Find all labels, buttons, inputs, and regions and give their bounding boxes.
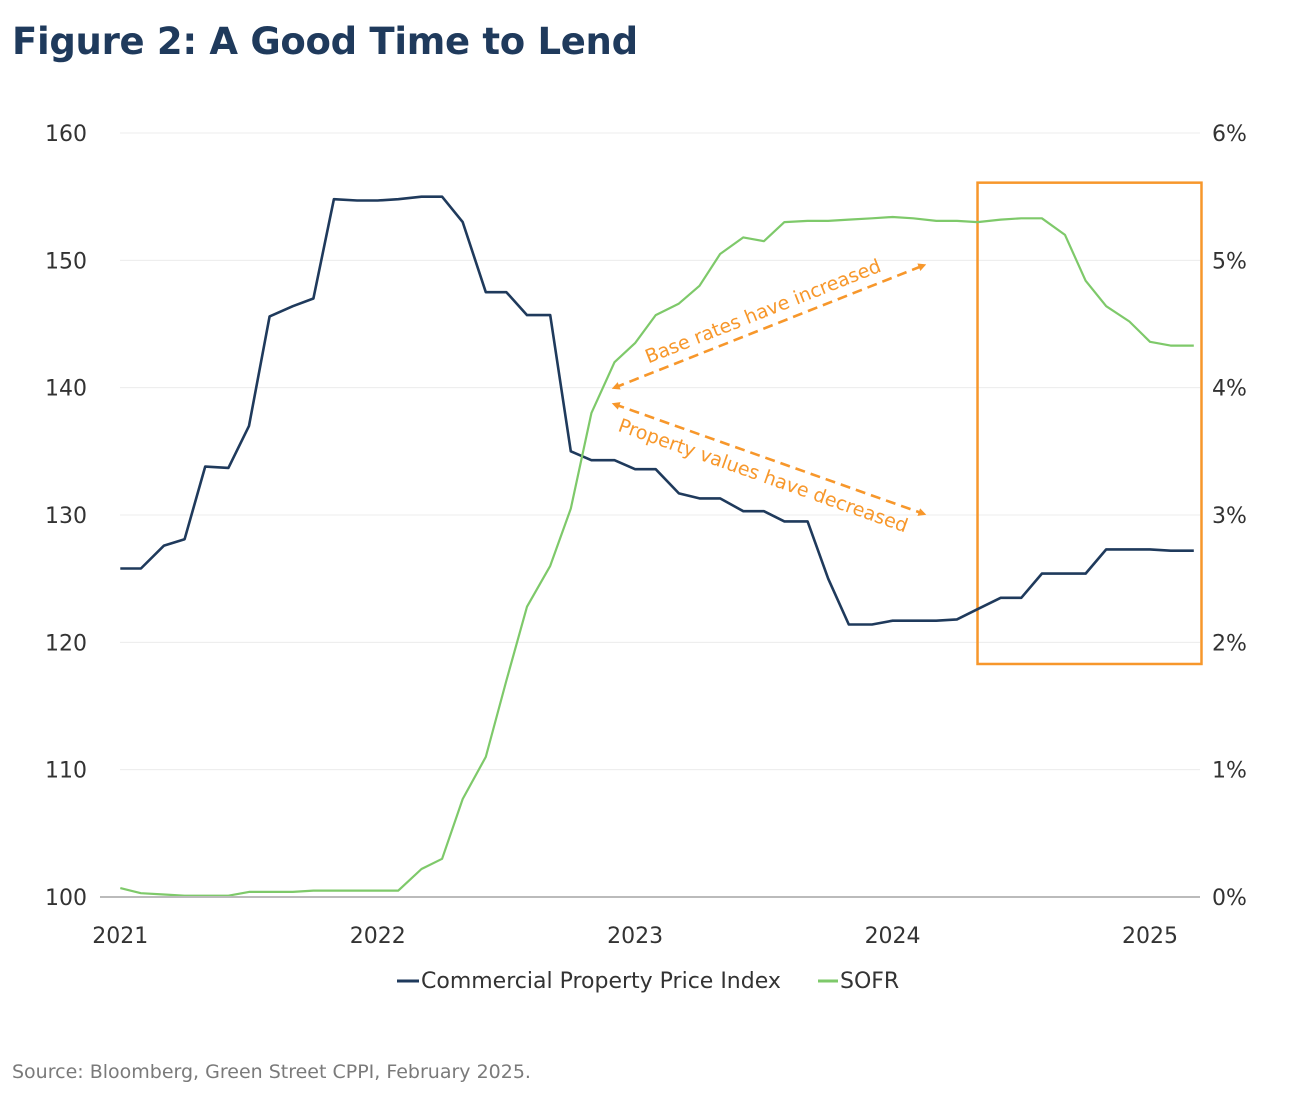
left-tick-label-160: 160 xyxy=(45,122,87,147)
axes: 100 110 120 130 140 150 160 0% 1% 2% 3% 4% 5% 6% 2021 2… xyxy=(45,122,1247,949)
chart-title: Figure 2: A Good Time to Lend xyxy=(12,20,638,63)
right-tick-label-2: 2% xyxy=(1212,631,1247,656)
right-tick-label-1: 1% xyxy=(1212,759,1247,784)
highlight-box xyxy=(976,181,1203,666)
cppi-line xyxy=(120,195,1194,626)
left-tick-label-100: 100 xyxy=(45,886,87,911)
gridlines xyxy=(120,132,1200,771)
x-tick-label-2024: 2024 xyxy=(865,924,921,949)
left-tick-label-130: 130 xyxy=(45,504,87,529)
sofr-line xyxy=(120,215,1194,897)
annotation-layer: Base rates have increased Property values… xyxy=(611,255,927,538)
legend: Commercial Property Price Index SOFR xyxy=(397,969,899,994)
left-tick-label-140: 140 xyxy=(45,377,87,402)
rates-annotation-label: Base rates have increased xyxy=(642,255,884,368)
rates-arrow xyxy=(611,263,927,390)
chart: Base rates have increased Property values… xyxy=(45,122,1247,994)
x-tick-label-2021: 2021 xyxy=(92,924,148,949)
x-tick-label-2025: 2025 xyxy=(1122,924,1178,949)
legend-label-cppi: Commercial Property Price Index xyxy=(421,969,781,994)
x-tick-label-2023: 2023 xyxy=(607,924,663,949)
right-tick-label-4: 4% xyxy=(1212,377,1247,402)
left-tick-label-150: 150 xyxy=(45,249,87,274)
legend-label-sofr: SOFR xyxy=(840,969,899,994)
x-tick-label-2022: 2022 xyxy=(350,924,406,949)
right-tick-label-5: 5% xyxy=(1212,249,1247,274)
values-arrow xyxy=(611,402,927,516)
highlight-box-layer xyxy=(976,181,1203,666)
right-tick-label-0: 0% xyxy=(1212,886,1247,911)
left-tick-label-110: 110 xyxy=(45,759,87,784)
values-annotation-label: Property values have decreased xyxy=(615,415,910,538)
right-tick-label-3: 3% xyxy=(1212,504,1247,529)
right-tick-label-6: 6% xyxy=(1212,122,1247,147)
series-layer xyxy=(120,195,1194,897)
left-tick-label-120: 120 xyxy=(45,631,87,656)
source-note: Source: Bloomberg, Green Street CPPI, Fe… xyxy=(12,1061,531,1083)
